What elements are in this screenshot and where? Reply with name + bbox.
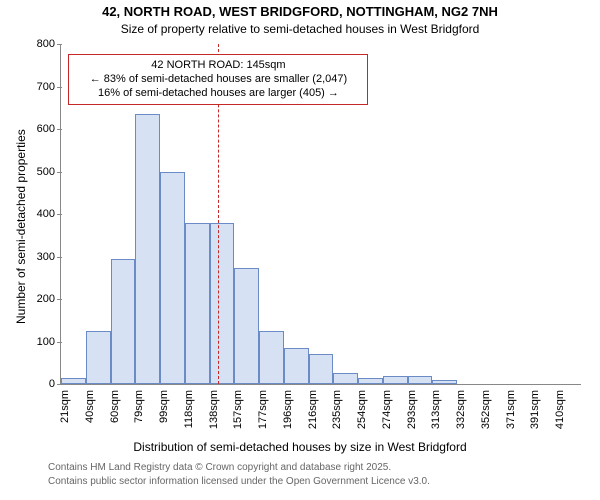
x-tick: 352sqm: [478, 390, 492, 429]
histogram-bar: [333, 373, 358, 384]
histogram-bar: [432, 380, 457, 384]
histogram-bar: [309, 354, 334, 384]
y-tick: 200: [37, 293, 61, 305]
histogram-bar: [210, 223, 235, 384]
histogram-bar: [408, 376, 433, 385]
callout-line-1: 42 NORTH ROAD: 145sqm: [75, 59, 361, 73]
x-tick: 99sqm: [156, 390, 170, 423]
x-tick: 391sqm: [527, 390, 541, 429]
x-tick: 313sqm: [428, 390, 442, 429]
page-title: 42, NORTH ROAD, WEST BRIDGFORD, NOTTINGH…: [0, 4, 600, 19]
x-tick: 79sqm: [131, 390, 145, 423]
y-tick: 300: [37, 251, 61, 263]
x-tick: 196sqm: [280, 390, 294, 429]
histogram-bar: [61, 378, 86, 384]
x-tick: 254sqm: [354, 390, 368, 429]
x-tick: 371sqm: [503, 390, 517, 429]
y-tick: 500: [37, 166, 61, 178]
histogram-bar: [358, 378, 383, 384]
x-axis-label: Distribution of semi-detached houses by …: [0, 440, 600, 454]
y-tick: 700: [37, 81, 61, 93]
x-tick: 332sqm: [453, 390, 467, 429]
histogram-bar: [234, 268, 259, 384]
y-tick: 100: [37, 336, 61, 348]
x-tick: 410sqm: [552, 390, 566, 429]
callout-line-2: ← 83% of semi-detached houses are smalle…: [75, 73, 361, 87]
x-tick: 293sqm: [404, 390, 418, 429]
x-tick: 21sqm: [57, 390, 71, 423]
x-tick: 274sqm: [379, 390, 393, 429]
y-tick: 400: [37, 208, 61, 220]
x-tick: 177sqm: [255, 390, 269, 429]
x-tick: 40sqm: [82, 390, 96, 423]
histogram-bar: [86, 331, 111, 384]
histogram-bar: [383, 376, 408, 384]
x-tick: 235sqm: [329, 390, 343, 429]
histogram-bar: [284, 348, 309, 384]
x-tick: 216sqm: [305, 390, 319, 429]
y-axis-label: Number of semi-detached properties: [14, 129, 28, 324]
callout-line-3: 16% of semi-detached houses are larger (…: [75, 87, 361, 101]
x-tick: 138sqm: [206, 390, 220, 429]
histogram-bar: [185, 223, 210, 385]
x-tick: 157sqm: [230, 390, 244, 429]
histogram-bar: [111, 259, 136, 384]
x-tick: 118sqm: [181, 390, 195, 428]
marker-callout: 42 NORTH ROAD: 145sqm← 83% of semi-detac…: [68, 54, 368, 105]
page-subtitle: Size of property relative to semi-detach…: [0, 22, 600, 36]
x-tick: 60sqm: [107, 390, 121, 423]
y-tick: 0: [49, 378, 61, 390]
credits-line-1: Contains HM Land Registry data © Crown c…: [48, 462, 592, 474]
histogram-bar: [259, 331, 284, 384]
y-tick: 600: [37, 123, 61, 135]
histogram-bar: [160, 172, 185, 385]
credits-line-2: Contains public sector information licen…: [48, 476, 592, 488]
y-tick: 800: [37, 38, 61, 50]
chart-plot-area: 010020030040050060070080021sqm40sqm60sqm…: [60, 44, 581, 385]
histogram-bar: [135, 114, 160, 384]
